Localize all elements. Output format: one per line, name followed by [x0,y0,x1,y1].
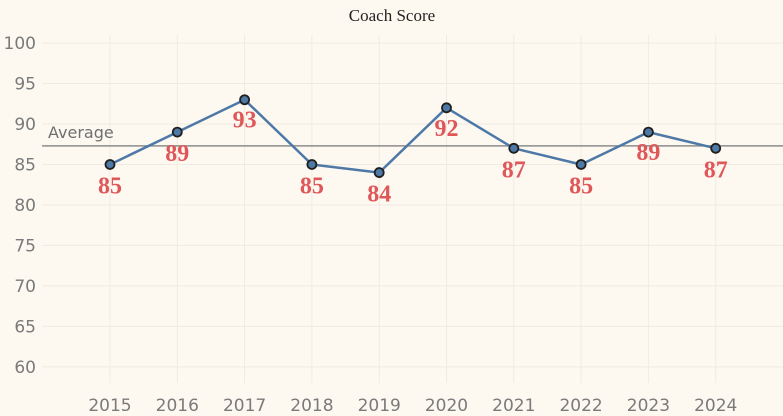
data-point [575,159,587,170]
y-tick-label: 60 [14,358,36,378]
y-axis-ticks: 60 65 70 75 80 85 90 95 100 [4,34,36,378]
data-label: 92 [435,116,459,142]
data-label: 85 [98,173,122,199]
data-point [239,94,251,106]
data-point [171,126,183,138]
y-tick-label: 65 [14,317,36,337]
data-label: 84 [367,182,391,208]
chart-title: Coach Score [349,6,435,25]
y-tick-label: 95 [14,75,36,95]
x-tick-label: 2016 [156,396,199,416]
data-point [710,142,722,154]
x-tick-label: 2017 [223,396,266,416]
x-tick-label: 2019 [358,396,401,416]
data-point [643,126,654,138]
x-tick-label: 2021 [492,396,535,416]
data-label: 85 [569,173,593,199]
grid-lines [42,35,783,383]
y-tick-label: 85 [14,155,36,175]
data-label: 89 [636,140,660,166]
data-point [441,102,452,114]
data-label: 85 [300,173,324,199]
data-label: 87 [704,157,728,183]
data-point [306,159,318,170]
series-line [109,98,716,174]
series-line-layer [109,98,716,174]
average-label: Average [48,123,114,142]
data-label: 87 [502,157,526,183]
data-label: 93 [233,108,257,134]
y-tick-label: 70 [14,277,36,297]
y-tick-label: 75 [14,236,36,256]
y-tick-label: 80 [14,196,36,216]
data-labels: 85 89 93 85 84 92 87 85 89 87 [98,108,728,208]
y-tick-label: 90 [14,115,36,135]
data-point [508,142,520,154]
x-tick-label: 2022 [559,396,602,416]
data-points [104,94,722,178]
x-tick-label: 2018 [290,396,333,416]
average-reference: Average [42,123,783,147]
x-tick-label: 2023 [627,396,670,416]
x-tick-label: 2015 [88,396,131,416]
data-point [104,159,116,170]
x-tick-label: 2024 [694,396,737,416]
data-point [373,167,385,178]
x-axis-ticks: 2015 2016 2017 2018 2019 2020 2021 2022 2023 2024 [88,396,737,416]
data-label: 89 [165,141,189,167]
y-tick-label: 100 [4,34,36,54]
x-tick-label: 2020 [425,396,468,416]
